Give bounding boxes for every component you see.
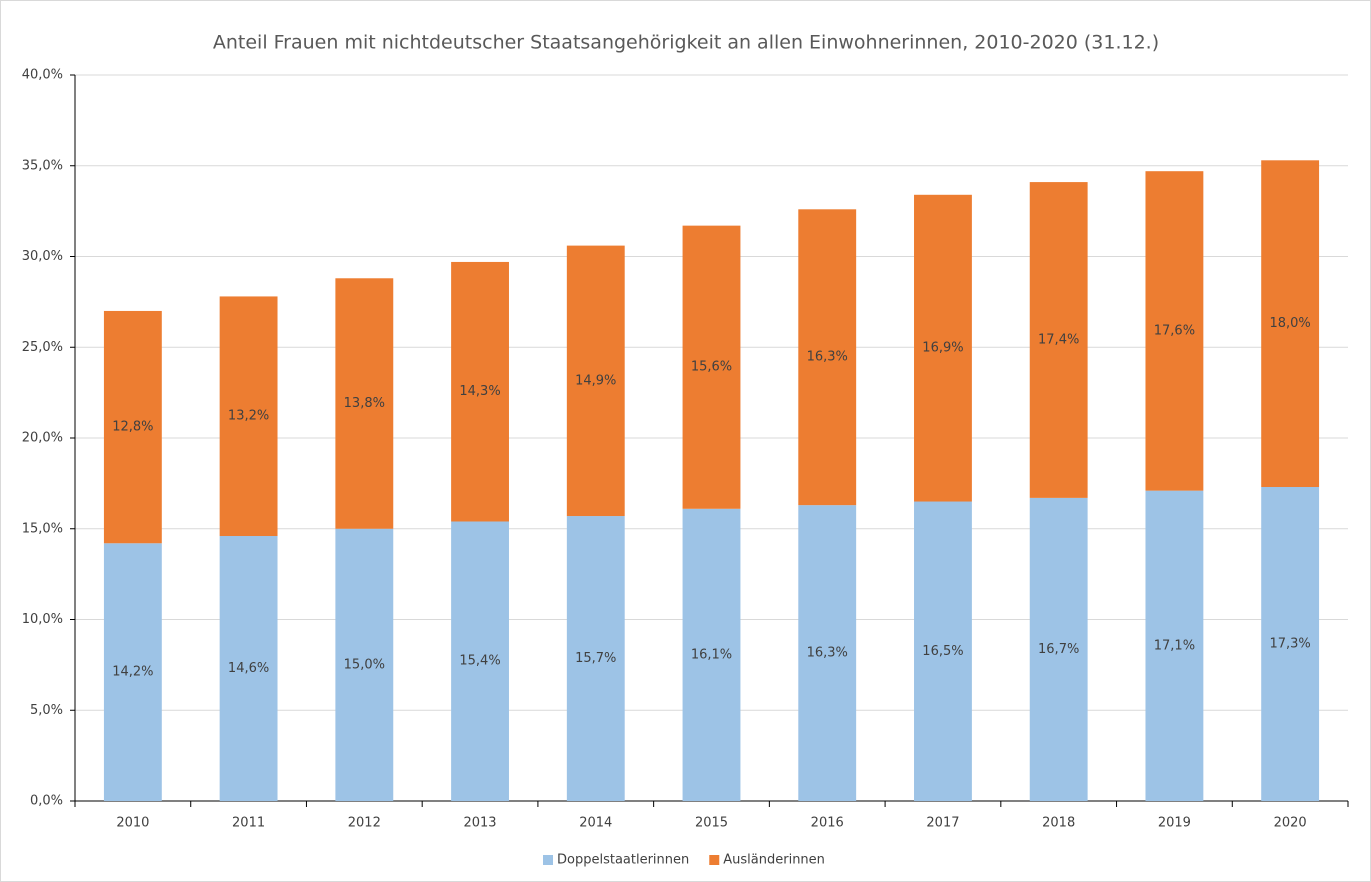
bar-segment [103, 310, 162, 544]
chart-title: Anteil Frauen mit nichtdeutscher Staatsa… [213, 32, 1159, 54]
data-label: 16,5% [922, 644, 963, 659]
legend-swatch [543, 855, 553, 865]
data-label: 13,8% [344, 396, 385, 411]
bar-segment [451, 521, 509, 801]
x-tick-label: 2019 [1158, 816, 1191, 831]
bar-segment [1145, 490, 1204, 801]
data-label: 14,9% [575, 373, 616, 388]
bar-segment [1261, 487, 1320, 801]
data-label: 18,0% [1269, 316, 1310, 331]
bar-segment [1145, 171, 1204, 491]
data-label: 16,3% [807, 350, 848, 365]
bar-segment [219, 536, 278, 801]
data-label: 16,9% [922, 341, 963, 356]
x-tick-label: 2020 [1274, 816, 1307, 831]
data-label: 17,4% [1038, 332, 1079, 347]
data-label: 15,7% [575, 651, 616, 666]
y-tick-label: 25,0% [22, 340, 63, 355]
x-tick-label: 2014 [579, 816, 612, 831]
data-label: 16,3% [807, 646, 848, 661]
bar-segment [335, 528, 394, 801]
x-tick-label: 2018 [1042, 816, 1075, 831]
data-label: 16,7% [1038, 642, 1079, 657]
x-tick-label: 2015 [695, 816, 728, 831]
data-label: 14,3% [459, 384, 500, 399]
bar-segment [798, 209, 857, 506]
data-label: 14,2% [112, 665, 153, 680]
legend-swatch [709, 855, 720, 865]
data-label: 14,6% [228, 661, 269, 676]
data-label: 12,8% [112, 420, 153, 435]
legend-label: Ausländerinnen [723, 853, 825, 868]
bar-segment [682, 225, 741, 509]
bar-segment [219, 296, 278, 537]
y-tick-label: 20,0% [22, 431, 63, 446]
x-tick-label: 2016 [811, 816, 844, 831]
y-tick-label: 40,0% [22, 68, 63, 83]
bar-segment [682, 508, 741, 801]
y-tick-label: 30,0% [22, 249, 63, 264]
bar-segment [1029, 182, 1088, 498]
bar-segment [451, 261, 509, 522]
bar-segment [798, 505, 857, 801]
data-label: 15,4% [459, 654, 500, 669]
data-label: 17,6% [1154, 323, 1195, 338]
data-label: 17,1% [1154, 638, 1195, 653]
legend-label: Doppelstaatlerinnen [557, 853, 689, 868]
bar-segment [1029, 497, 1088, 801]
data-label: 16,1% [691, 647, 732, 662]
data-label: 17,3% [1269, 637, 1310, 652]
y-tick-label: 15,0% [22, 521, 63, 536]
y-tick-label: 10,0% [22, 612, 63, 627]
bar-segment [914, 501, 972, 801]
y-tick-label: 35,0% [22, 158, 63, 173]
x-tick-label: 2011 [232, 816, 265, 831]
bar-segment [566, 245, 625, 517]
x-tick-label: 2013 [463, 816, 496, 831]
bar-segment [566, 516, 625, 801]
y-tick-label: 0,0% [30, 794, 63, 809]
x-tick-label: 2017 [926, 816, 959, 831]
y-tick-label: 5,0% [30, 703, 63, 718]
bar-segment [1261, 160, 1320, 488]
data-label: 15,6% [691, 360, 732, 375]
data-label: 13,2% [228, 409, 269, 424]
x-tick-label: 2012 [348, 816, 381, 831]
bar-segment [914, 194, 972, 502]
data-label: 15,0% [344, 657, 385, 672]
bar-segment [335, 278, 394, 529]
bar-segment [103, 543, 162, 801]
x-tick-label: 2010 [116, 816, 149, 831]
